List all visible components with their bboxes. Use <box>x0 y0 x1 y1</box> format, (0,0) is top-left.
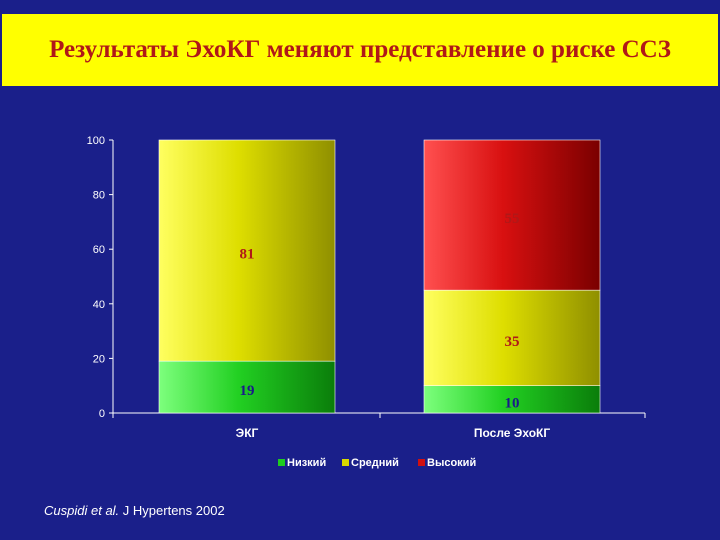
data-label: 35 <box>505 334 520 350</box>
bar-segment <box>158 139 336 362</box>
citation: Cuspidi et al. J Hypertens 2002 <box>44 503 225 518</box>
citation-year: 2002 <box>195 503 225 518</box>
data-label: 81 <box>240 247 255 263</box>
citation-authors: Cuspidi <box>44 503 88 518</box>
x-category-label: После ЭхоКГ <box>474 426 551 440</box>
citation-etal: et al. <box>90 503 120 518</box>
x-category-label: ЭКГ <box>236 426 259 440</box>
data-label: 10 <box>505 395 520 411</box>
legend-swatch <box>278 459 285 466</box>
citation-journal: J Hypertens <box>122 503 193 518</box>
legend-entry: Средний <box>351 457 399 469</box>
title-banner: Результаты ЭхоКГ меняют представление о … <box>2 14 718 86</box>
data-label: 55 <box>505 211 520 227</box>
y-tick-label: 20 <box>93 353 105 365</box>
bar-segment <box>423 139 601 291</box>
bar-segment <box>423 385 601 414</box>
y-tick-label: 0 <box>99 408 105 420</box>
legend-swatch <box>342 459 349 466</box>
y-tick-label: 80 <box>93 190 105 202</box>
y-tick-label: 100 <box>87 135 105 147</box>
data-label: 19 <box>240 383 255 399</box>
legend-swatch <box>418 459 425 466</box>
y-tick-label: 40 <box>93 299 105 311</box>
bar-segment <box>158 360 336 414</box>
bar-segment <box>423 289 601 386</box>
slide-title: Результаты ЭхоКГ меняют представление о … <box>49 36 671 63</box>
legend-entry: Низкий <box>287 457 326 469</box>
legend-entry: Высокий <box>427 457 476 469</box>
y-tick-label: 60 <box>93 244 105 256</box>
